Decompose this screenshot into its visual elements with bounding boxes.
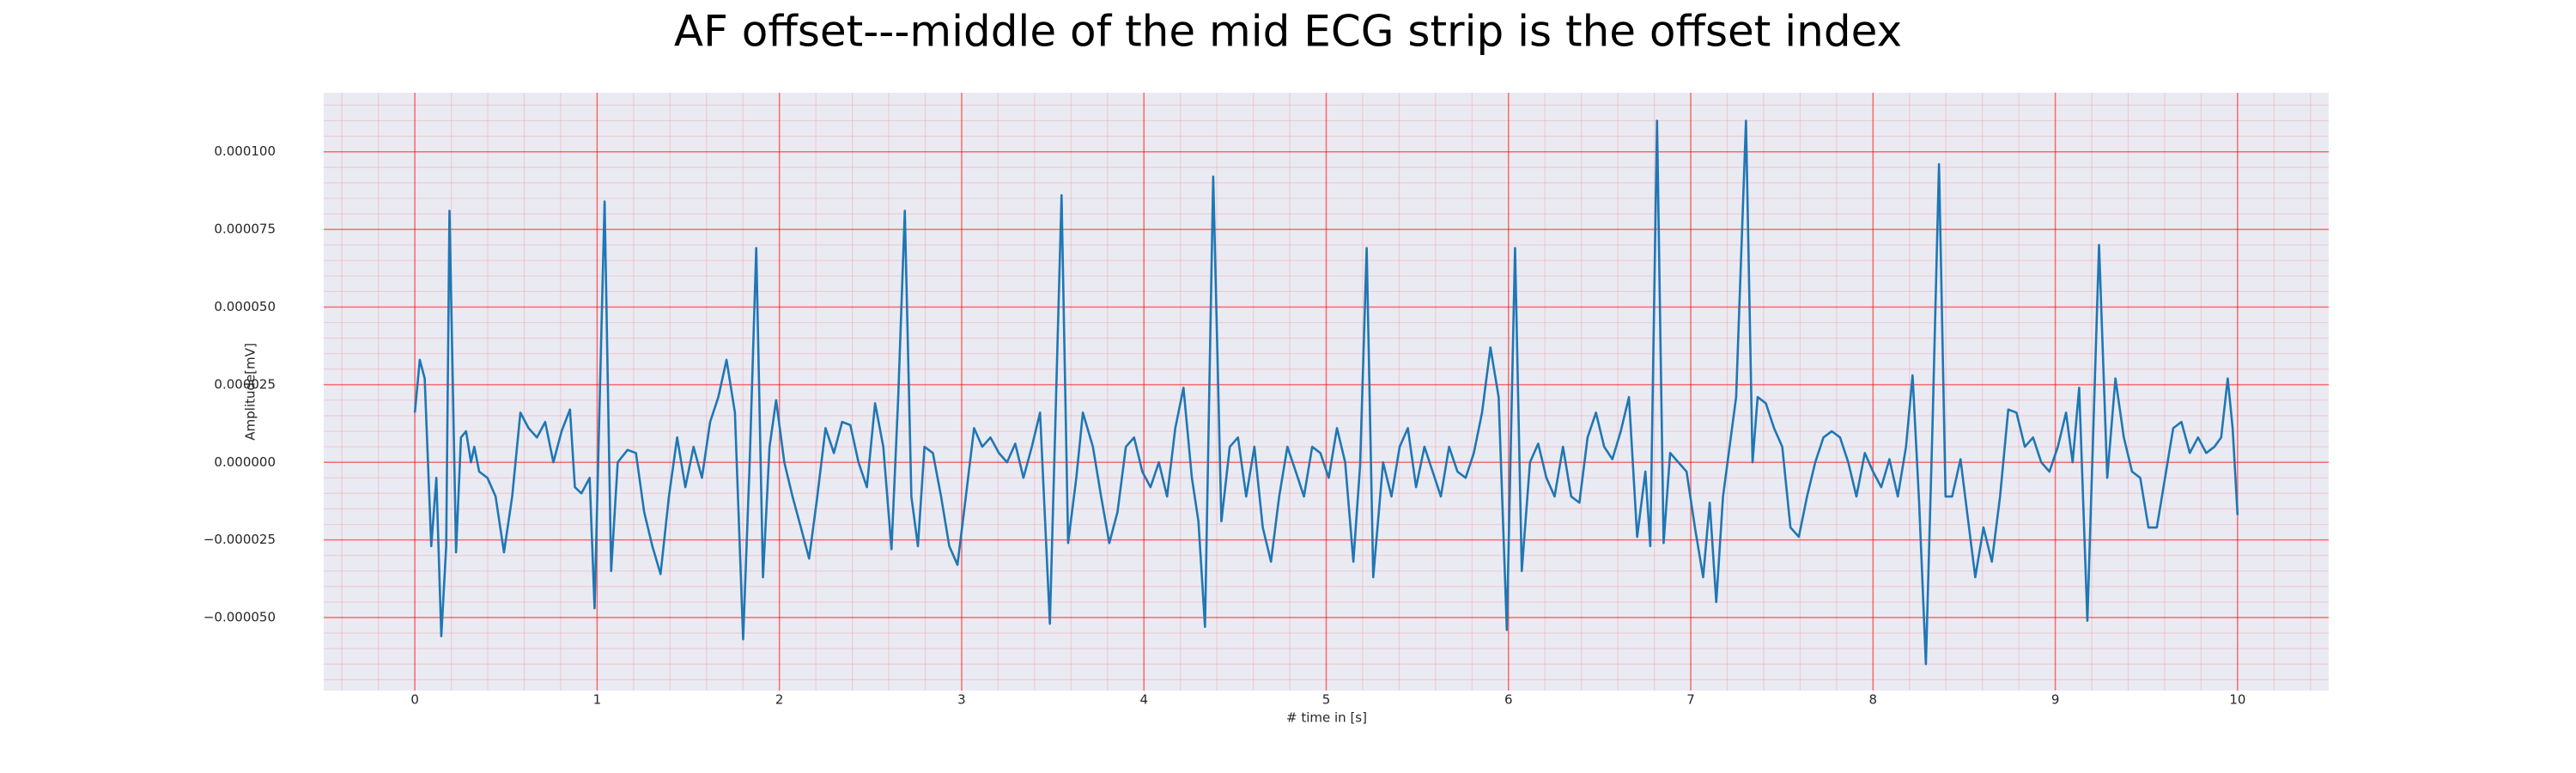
y-tick-label: 0.000050 <box>214 299 276 314</box>
x-tick-label: 10 <box>2229 692 2245 708</box>
y-tick-label: 0.000000 <box>214 454 276 470</box>
x-tick-label: 4 <box>1139 692 1148 708</box>
y-tick-label: 0.000025 <box>214 376 276 392</box>
y-axis-label: Amplitude[mV] <box>243 343 258 440</box>
x-tick-label: 2 <box>775 692 784 708</box>
y-tick-label: −0.000025 <box>204 532 276 547</box>
grid <box>324 93 2329 691</box>
x-tick-label: 8 <box>1869 692 1878 708</box>
y-tick-label: 0.000075 <box>214 222 276 237</box>
x-axis-label: # time in [s] <box>1286 710 1367 726</box>
chart-title: AF offset---middle of the mid ECG strip … <box>674 7 1902 57</box>
ecg-line <box>413 119 2239 666</box>
x-tick-label: 6 <box>1504 692 1513 708</box>
x-tick-label: 1 <box>593 692 602 708</box>
y-tick-label: −0.000050 <box>204 610 276 625</box>
x-tick-label: 3 <box>957 692 966 708</box>
x-tick-label: 0 <box>410 692 419 708</box>
y-tick-label: 0.000100 <box>214 143 276 159</box>
x-tick-label: 7 <box>1686 692 1695 708</box>
x-tick-label: 9 <box>2051 692 2060 708</box>
x-tick-label: 5 <box>1322 692 1331 708</box>
